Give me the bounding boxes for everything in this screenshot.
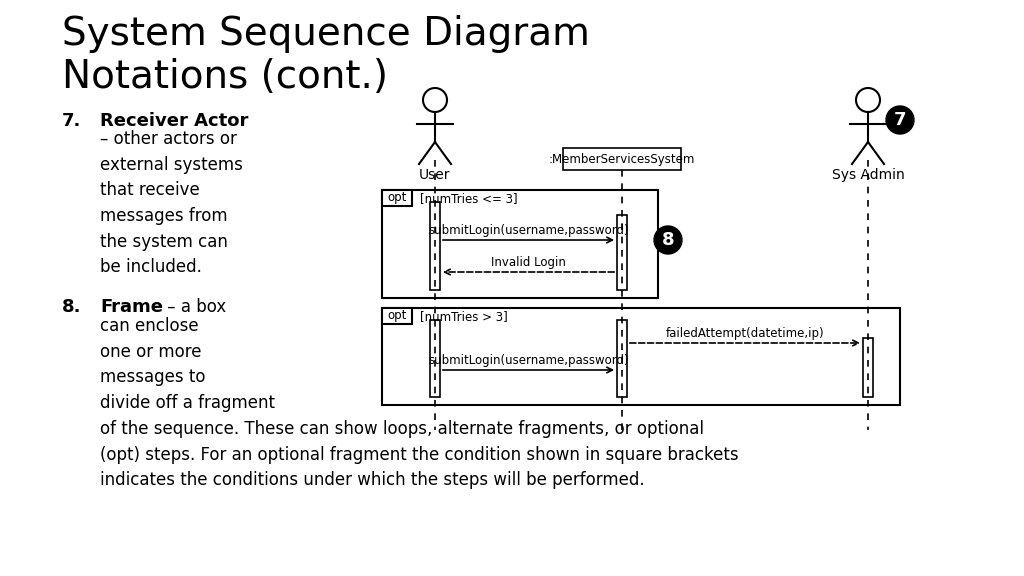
Text: Invalid Login: Invalid Login — [492, 256, 566, 269]
Text: [numTries <= 3]: [numTries <= 3] — [420, 192, 517, 206]
Text: :MemberServicesSystem: :MemberServicesSystem — [549, 153, 695, 165]
Text: Sys Admin: Sys Admin — [831, 168, 904, 182]
Bar — [382, 308, 412, 324]
Text: opt: opt — [387, 309, 407, 323]
Circle shape — [654, 226, 682, 254]
Bar — [382, 190, 412, 206]
Bar — [430, 320, 440, 397]
Bar — [430, 202, 440, 290]
Circle shape — [886, 106, 914, 134]
Text: 7: 7 — [894, 111, 906, 129]
Text: 7.: 7. — [62, 112, 81, 130]
Text: – a box: – a box — [162, 298, 226, 316]
Text: User: User — [419, 168, 451, 182]
Bar — [382, 190, 658, 298]
Text: 8.: 8. — [62, 298, 82, 316]
Text: System Sequence Diagram: System Sequence Diagram — [62, 15, 590, 53]
Bar — [617, 215, 627, 290]
Text: 8: 8 — [662, 231, 675, 249]
Bar — [617, 320, 627, 397]
Text: Frame: Frame — [100, 298, 163, 316]
Text: can enclose
one or more
messages to
divide off a fragment
of the sequence. These: can enclose one or more messages to divi… — [100, 317, 738, 489]
Text: submitLogin(username,password): submitLogin(username,password) — [428, 354, 629, 367]
Text: Receiver Actor: Receiver Actor — [100, 112, 249, 130]
Text: [numTries > 3]: [numTries > 3] — [420, 310, 508, 324]
Bar — [563, 148, 681, 170]
Text: opt: opt — [387, 191, 407, 204]
Text: Notations (cont.): Notations (cont.) — [62, 58, 388, 96]
Bar — [863, 338, 873, 397]
Text: failedAttempt(datetime,ip): failedAttempt(datetime,ip) — [666, 327, 824, 340]
Text: – other actors or
external systems
that receive
messages from
the system can
be : – other actors or external systems that … — [100, 130, 243, 276]
Text: submitLogin(username,password): submitLogin(username,password) — [428, 224, 629, 237]
Bar — [382, 308, 900, 405]
